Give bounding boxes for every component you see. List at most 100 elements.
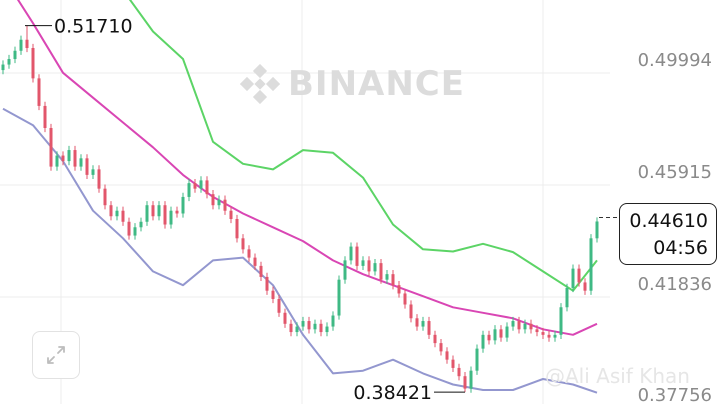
candle	[391, 274, 395, 286]
candle	[31, 48, 35, 79]
candle	[277, 298, 281, 313]
candle	[523, 323, 527, 330]
bollinger-upper-band	[128, 0, 598, 292]
candle	[61, 155, 65, 162]
candle	[25, 39, 29, 49]
candle	[397, 285, 401, 294]
candle	[361, 260, 365, 266]
candle	[589, 238, 593, 291]
candle	[553, 334, 557, 338]
candle	[91, 169, 95, 175]
candle	[97, 169, 101, 189]
candle	[85, 158, 89, 175]
candle	[211, 194, 215, 206]
candle	[325, 326, 329, 333]
candle	[595, 221, 599, 239]
candle	[373, 263, 377, 272]
candle	[313, 323, 317, 330]
candle	[103, 188, 107, 206]
candle	[433, 334, 437, 344]
bollinger-lower-band	[2, 107, 598, 394]
candle	[199, 180, 203, 189]
candle	[337, 279, 341, 316]
candle	[193, 183, 197, 189]
candle	[505, 326, 509, 338]
candle	[145, 205, 149, 222]
last-price: 0.44610	[629, 210, 708, 232]
low-price-label: 0.38421	[353, 382, 432, 404]
candle	[49, 127, 53, 167]
y-tick-label: 0.49994	[637, 50, 712, 71]
candle	[343, 260, 347, 280]
candle	[259, 265, 263, 277]
candle	[115, 210, 119, 217]
candle	[319, 323, 323, 333]
candle	[37, 78, 41, 106]
candle	[559, 307, 563, 335]
candle	[1, 64, 5, 71]
candle	[295, 326, 299, 333]
candle	[235, 219, 239, 239]
candle	[565, 287, 569, 308]
candle	[535, 329, 539, 333]
candle	[445, 351, 449, 360]
candle	[289, 323, 293, 333]
candle	[331, 315, 335, 327]
candle	[7, 59, 11, 65]
candle	[421, 321, 425, 327]
candle	[307, 321, 311, 330]
candle	[109, 205, 113, 217]
expand-arrows-icon	[47, 346, 65, 364]
candle	[367, 260, 371, 272]
candle	[355, 246, 359, 266]
candle	[163, 205, 167, 225]
candle	[187, 183, 191, 197]
candle	[487, 334, 491, 341]
bollinger-middle-band	[16, 0, 598, 336]
high-price-label: 0.51710	[54, 16, 133, 38]
candle	[151, 205, 155, 217]
candle	[169, 210, 173, 225]
candle	[529, 323, 533, 330]
candle	[133, 227, 137, 236]
candle	[157, 205, 161, 217]
candle	[301, 321, 305, 327]
candle	[463, 376, 467, 389]
candle	[571, 268, 575, 288]
candle	[379, 263, 383, 280]
candle	[217, 199, 221, 206]
candle	[121, 210, 125, 222]
candle	[427, 321, 431, 335]
candle	[475, 348, 479, 371]
candle	[511, 321, 515, 327]
candle	[13, 50, 17, 60]
candle	[79, 158, 83, 167]
candle	[349, 246, 353, 261]
candle-countdown: 04:56	[653, 237, 708, 259]
candle	[385, 274, 389, 280]
candle	[499, 329, 503, 338]
candle	[253, 257, 257, 266]
candle	[43, 105, 47, 128]
candle	[451, 359, 455, 368]
y-tick-label: 0.45915	[637, 162, 712, 183]
expand-chart-button[interactable]	[32, 331, 80, 379]
candle	[547, 334, 551, 338]
candle	[205, 180, 209, 195]
y-tick-label: 0.37756	[637, 385, 712, 406]
candle	[67, 150, 71, 162]
candle	[415, 318, 419, 327]
candle	[409, 304, 413, 319]
candle	[139, 221, 143, 228]
candle	[583, 282, 587, 291]
candle	[457, 367, 461, 377]
candle	[55, 155, 59, 167]
candle	[271, 290, 275, 299]
candle	[247, 249, 251, 258]
y-tick-label: 0.41836	[637, 274, 712, 295]
candle	[127, 221, 131, 236]
candle	[73, 150, 77, 167]
candle	[229, 210, 233, 220]
candle	[241, 238, 245, 250]
candle	[481, 334, 485, 349]
